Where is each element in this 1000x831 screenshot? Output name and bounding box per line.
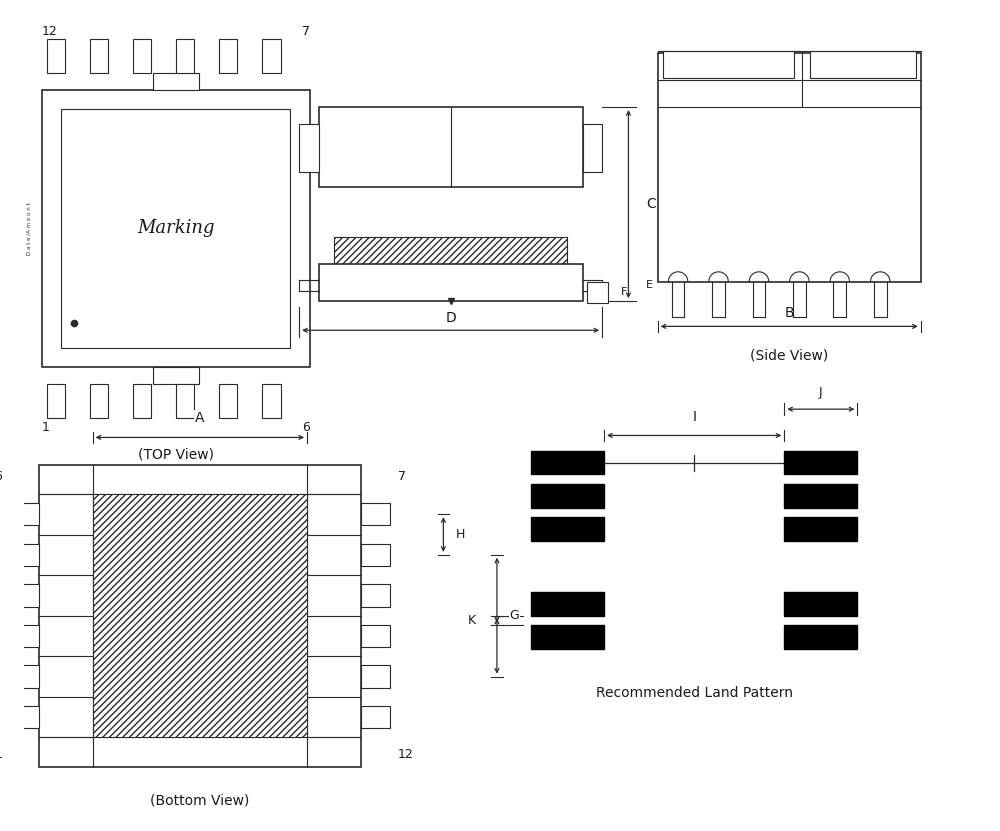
- Text: H: H: [456, 528, 465, 541]
- Bar: [262, 39, 281, 73]
- Bar: [47, 384, 65, 418]
- Text: Recommended Land Pattern: Recommended Land Pattern: [596, 686, 793, 700]
- Bar: [90, 39, 108, 73]
- Bar: [531, 517, 604, 541]
- Bar: [531, 593, 604, 616]
- Bar: [361, 584, 390, 607]
- Bar: [39, 465, 361, 767]
- Text: I: I: [692, 410, 696, 424]
- Text: F: F: [621, 288, 627, 297]
- Bar: [176, 39, 194, 73]
- Bar: [176, 384, 194, 418]
- Bar: [361, 503, 390, 525]
- Bar: [133, 384, 151, 418]
- Bar: [10, 543, 39, 566]
- Bar: [61, 109, 290, 348]
- Bar: [10, 584, 39, 607]
- Bar: [784, 451, 857, 475]
- Bar: [153, 367, 199, 384]
- Bar: [531, 484, 604, 508]
- Bar: [583, 124, 602, 173]
- Text: 12: 12: [398, 749, 413, 761]
- Bar: [47, 39, 65, 73]
- Text: (TOP View): (TOP View): [138, 448, 214, 462]
- Bar: [361, 706, 390, 728]
- Bar: [361, 666, 390, 688]
- Text: D a t e /A m o u n t: D a t e /A m o u n t: [27, 202, 32, 255]
- Bar: [10, 666, 39, 688]
- Text: E: E: [646, 280, 653, 291]
- Text: 1: 1: [0, 749, 2, 761]
- Bar: [10, 503, 39, 525]
- Bar: [531, 451, 604, 475]
- Text: J: J: [819, 386, 823, 400]
- Bar: [663, 51, 794, 78]
- Text: C: C: [646, 197, 656, 211]
- Bar: [153, 73, 199, 90]
- Bar: [334, 237, 567, 278]
- Text: G: G: [510, 609, 519, 622]
- Text: K: K: [467, 614, 475, 627]
- Bar: [10, 625, 39, 647]
- Text: (Bottom View): (Bottom View): [150, 794, 250, 808]
- Text: B: B: [784, 306, 794, 320]
- Bar: [42, 90, 310, 367]
- Bar: [784, 626, 857, 649]
- Text: D: D: [445, 311, 456, 325]
- Bar: [93, 494, 307, 737]
- Text: Marking: Marking: [137, 219, 215, 238]
- Bar: [219, 384, 237, 418]
- Text: (Side View): (Side View): [750, 348, 828, 362]
- Text: A: A: [195, 411, 205, 425]
- Text: 6: 6: [302, 421, 310, 434]
- Bar: [361, 625, 390, 647]
- Bar: [299, 124, 319, 173]
- Bar: [587, 282, 608, 303]
- Bar: [219, 39, 237, 73]
- Text: 7: 7: [302, 25, 310, 37]
- Bar: [810, 51, 916, 78]
- Text: 7: 7: [398, 470, 406, 483]
- Text: 6: 6: [0, 470, 2, 483]
- Bar: [531, 626, 604, 649]
- Bar: [784, 484, 857, 508]
- Bar: [361, 543, 390, 566]
- Bar: [10, 706, 39, 728]
- Bar: [319, 107, 583, 187]
- Bar: [658, 52, 921, 282]
- Text: 1: 1: [42, 421, 50, 434]
- Bar: [784, 517, 857, 541]
- Bar: [90, 384, 108, 418]
- Bar: [133, 39, 151, 73]
- Bar: [784, 593, 857, 616]
- Text: 12: 12: [42, 25, 58, 37]
- Bar: [319, 264, 583, 301]
- Bar: [262, 384, 281, 418]
